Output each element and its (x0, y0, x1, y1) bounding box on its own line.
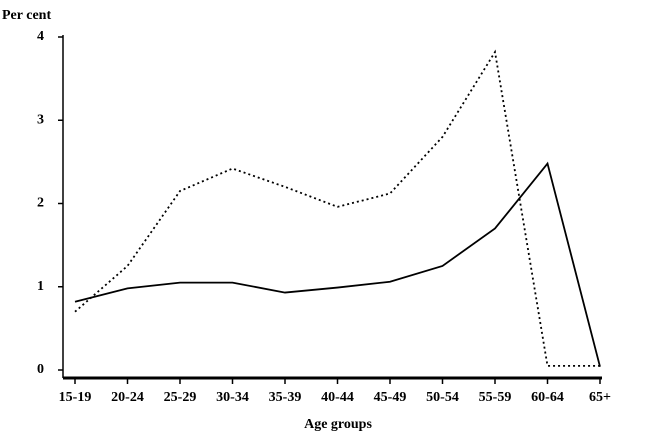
y-axis-label: Per cent (2, 8, 51, 23)
x-tick-label: 60-64 (531, 390, 564, 405)
x-tick-label: 40-44 (321, 390, 354, 405)
x-tick-label: 45-49 (374, 390, 407, 405)
x-tick-label: 15-19 (59, 390, 92, 405)
y-tick-label: 1 (37, 279, 44, 294)
y-tick-label: 2 (37, 196, 44, 211)
y-tick-label: 4 (37, 29, 44, 44)
series-line (74, 161, 601, 367)
x-axis-label: Age groups (304, 417, 372, 432)
x-tick-label: 20-24 (111, 390, 144, 405)
x-tick-label: 50-54 (426, 390, 459, 405)
x-tick-label: 35-39 (269, 390, 302, 405)
x-tick-label: 25-29 (164, 390, 197, 405)
y-tick-label: 3 (37, 112, 44, 127)
x-tick-label: 65+ (589, 390, 611, 405)
x-tick-label: 30-34 (216, 390, 249, 405)
x-tick-label: 55-59 (479, 390, 512, 405)
series-line (74, 49, 600, 367)
y-tick-label: 0 (37, 362, 44, 377)
